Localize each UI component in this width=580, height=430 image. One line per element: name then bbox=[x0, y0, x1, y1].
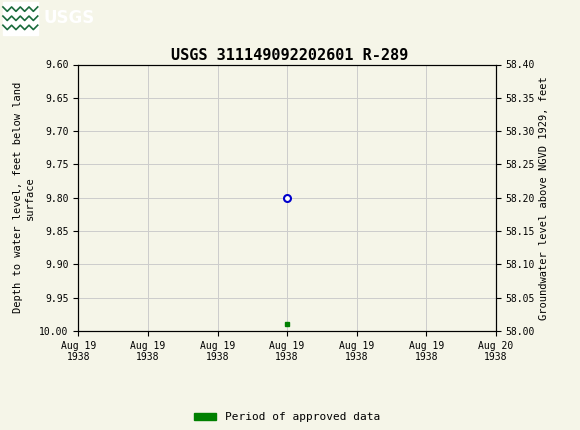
Text: USGS 311149092202601 R-289: USGS 311149092202601 R-289 bbox=[171, 49, 409, 63]
Text: USGS: USGS bbox=[44, 9, 95, 27]
FancyBboxPatch shape bbox=[3, 2, 38, 35]
Legend: Period of approved data: Period of approved data bbox=[190, 408, 385, 427]
Y-axis label: Depth to water level, feet below land
surface: Depth to water level, feet below land su… bbox=[13, 82, 35, 313]
Y-axis label: Groundwater level above NGVD 1929, feet: Groundwater level above NGVD 1929, feet bbox=[539, 76, 549, 319]
